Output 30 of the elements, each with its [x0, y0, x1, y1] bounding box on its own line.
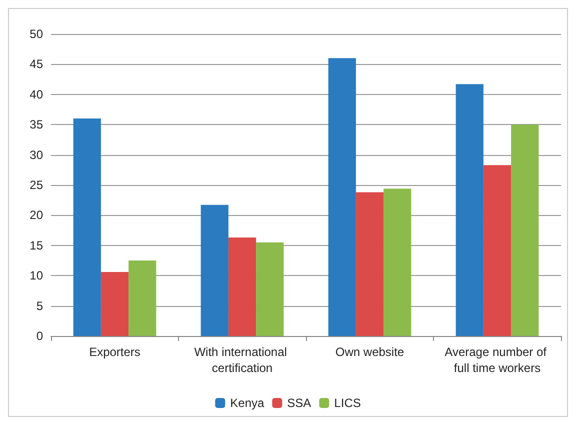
- bar: [200, 204, 228, 336]
- y-tick-label: 50: [30, 27, 44, 41]
- y-tick-label: 25: [30, 178, 44, 192]
- x-tick-label: With international certification: [194, 345, 290, 375]
- x-tick-label: Own website: [335, 345, 404, 359]
- bar: [128, 260, 156, 336]
- bar: [356, 192, 384, 336]
- y-tick-label: 40: [30, 87, 44, 102]
- bar: [456, 84, 484, 336]
- legend-label: LICS: [334, 396, 361, 410]
- legend-label: SSA: [287, 396, 312, 410]
- x-tick-label: Exporters: [89, 345, 140, 359]
- bar: [73, 118, 101, 336]
- bar: [483, 165, 512, 336]
- bar: [511, 124, 539, 336]
- y-tick-label: 10: [30, 268, 44, 283]
- bar: [256, 242, 284, 336]
- y-tick-label: 20: [30, 208, 44, 222]
- y-tick-label: 5: [36, 298, 44, 313]
- x-tick-label: Average number of full time workers: [444, 345, 550, 375]
- y-tick-label: 35: [30, 118, 44, 132]
- legend-label: Kenya: [230, 396, 264, 410]
- y-tick-label: 45: [30, 57, 44, 72]
- bar: [384, 188, 412, 336]
- bar: [100, 272, 129, 336]
- y-tick-label: 0: [36, 329, 44, 343]
- y-tick-label: 30: [30, 148, 44, 162]
- y-tick-label: 15: [30, 238, 44, 252]
- bar: [328, 58, 356, 336]
- bar: [228, 238, 256, 336]
